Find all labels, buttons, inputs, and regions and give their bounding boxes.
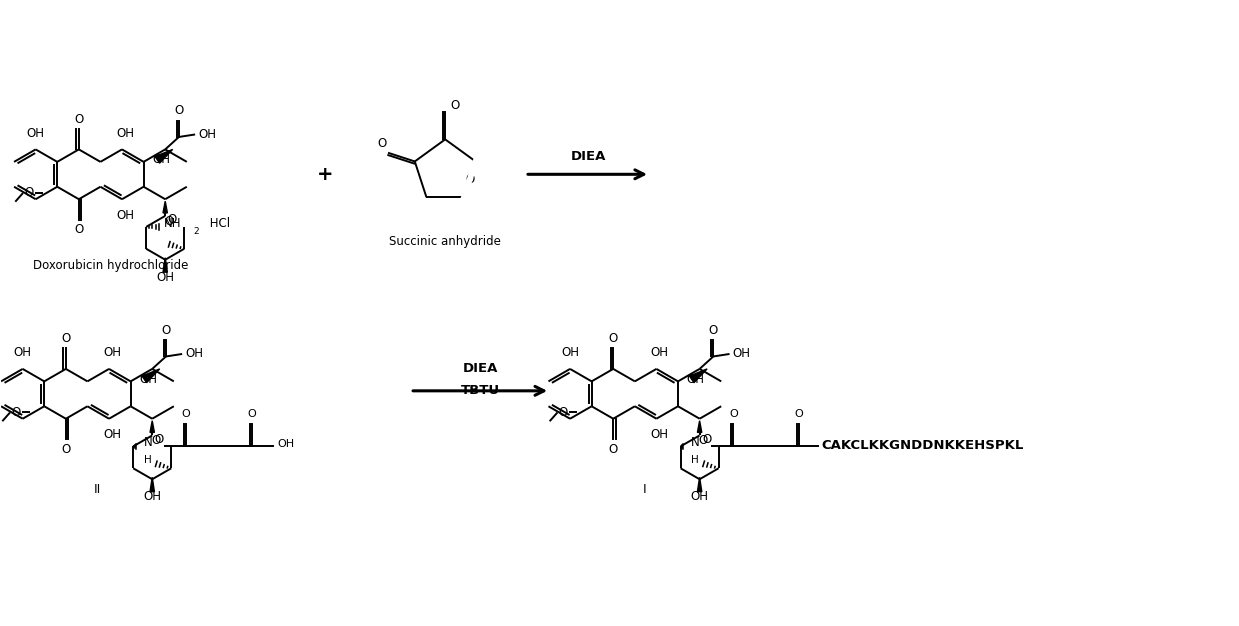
Text: TBTU: TBTU (461, 384, 499, 398)
Polygon shape (150, 421, 155, 433)
Text: OH: OH (690, 490, 709, 503)
Text: NH: NH (164, 217, 181, 230)
Text: O: O (795, 409, 804, 419)
Text: OH: OH (185, 347, 203, 361)
Text: CAKCLKKGNDDNKKEHSPKL: CAKCLKKGNDDNKKEHSPKL (821, 439, 1023, 452)
Text: N: N (144, 436, 152, 449)
Text: O: O (559, 406, 567, 419)
Text: OH: OH (650, 428, 668, 441)
Text: O: O (248, 409, 256, 419)
Text: OH: OH (732, 347, 751, 361)
Text: Succinic anhydride: Succinic anhydride (389, 235, 501, 248)
Text: OH: OH (14, 346, 32, 359)
Polygon shape (698, 421, 701, 433)
Text: OH: OH (116, 209, 134, 222)
Text: OH: OH (650, 346, 668, 359)
Text: H: H (691, 455, 699, 465)
Text: O: O (175, 105, 183, 117)
Polygon shape (164, 258, 167, 272)
Text: O: O (155, 433, 164, 446)
Text: OH: OH (561, 346, 579, 359)
Text: OH: OH (116, 126, 134, 140)
Text: O: O (699, 434, 707, 448)
Text: O: O (151, 434, 160, 448)
Text: DIEA: DIEA (462, 362, 498, 376)
Text: O: O (161, 324, 171, 337)
Text: OH: OH (103, 346, 121, 359)
Text: OH: OH (278, 439, 295, 449)
Text: O: O (608, 443, 618, 456)
Polygon shape (689, 369, 707, 382)
Text: N: N (691, 436, 700, 449)
Text: II: II (94, 483, 102, 496)
Text: O: O (164, 215, 173, 228)
Text: H: H (144, 455, 152, 465)
Text: OH: OH (198, 128, 216, 141)
Text: O: O (182, 409, 191, 419)
Text: O: O (703, 433, 711, 446)
Text: OH: OH (27, 126, 45, 140)
Polygon shape (155, 150, 172, 163)
Text: O: O (74, 113, 83, 125)
Text: O: O (25, 187, 33, 200)
Polygon shape (150, 477, 155, 491)
Text: O: O (709, 324, 717, 337)
Text: O: O (61, 443, 71, 456)
Text: 2: 2 (193, 227, 199, 236)
Text: OH: OH (152, 153, 170, 167)
Polygon shape (142, 369, 160, 382)
Text: O: O (729, 409, 737, 419)
Text: OH: OH (144, 490, 161, 503)
Text: O: O (451, 99, 460, 112)
Text: +: + (317, 165, 333, 184)
Text: O: O (74, 223, 83, 236)
Text: OH: OH (686, 373, 705, 386)
Text: OH: OH (103, 428, 121, 441)
Text: DIEA: DIEA (570, 150, 606, 163)
Text: O: O (11, 406, 21, 419)
Text: Doxorubicin hydrochloride: Doxorubicin hydrochloride (32, 259, 188, 272)
Polygon shape (164, 201, 167, 213)
Text: O: O (465, 173, 475, 186)
Text: O: O (61, 332, 71, 345)
Text: O: O (167, 213, 177, 227)
Polygon shape (698, 477, 701, 491)
Text: O: O (378, 136, 387, 150)
Text: O: O (608, 332, 618, 345)
Text: OH: OH (139, 373, 157, 386)
Text: HCl: HCl (206, 217, 229, 230)
Text: I: I (643, 483, 647, 496)
Text: OH: OH (156, 270, 175, 284)
